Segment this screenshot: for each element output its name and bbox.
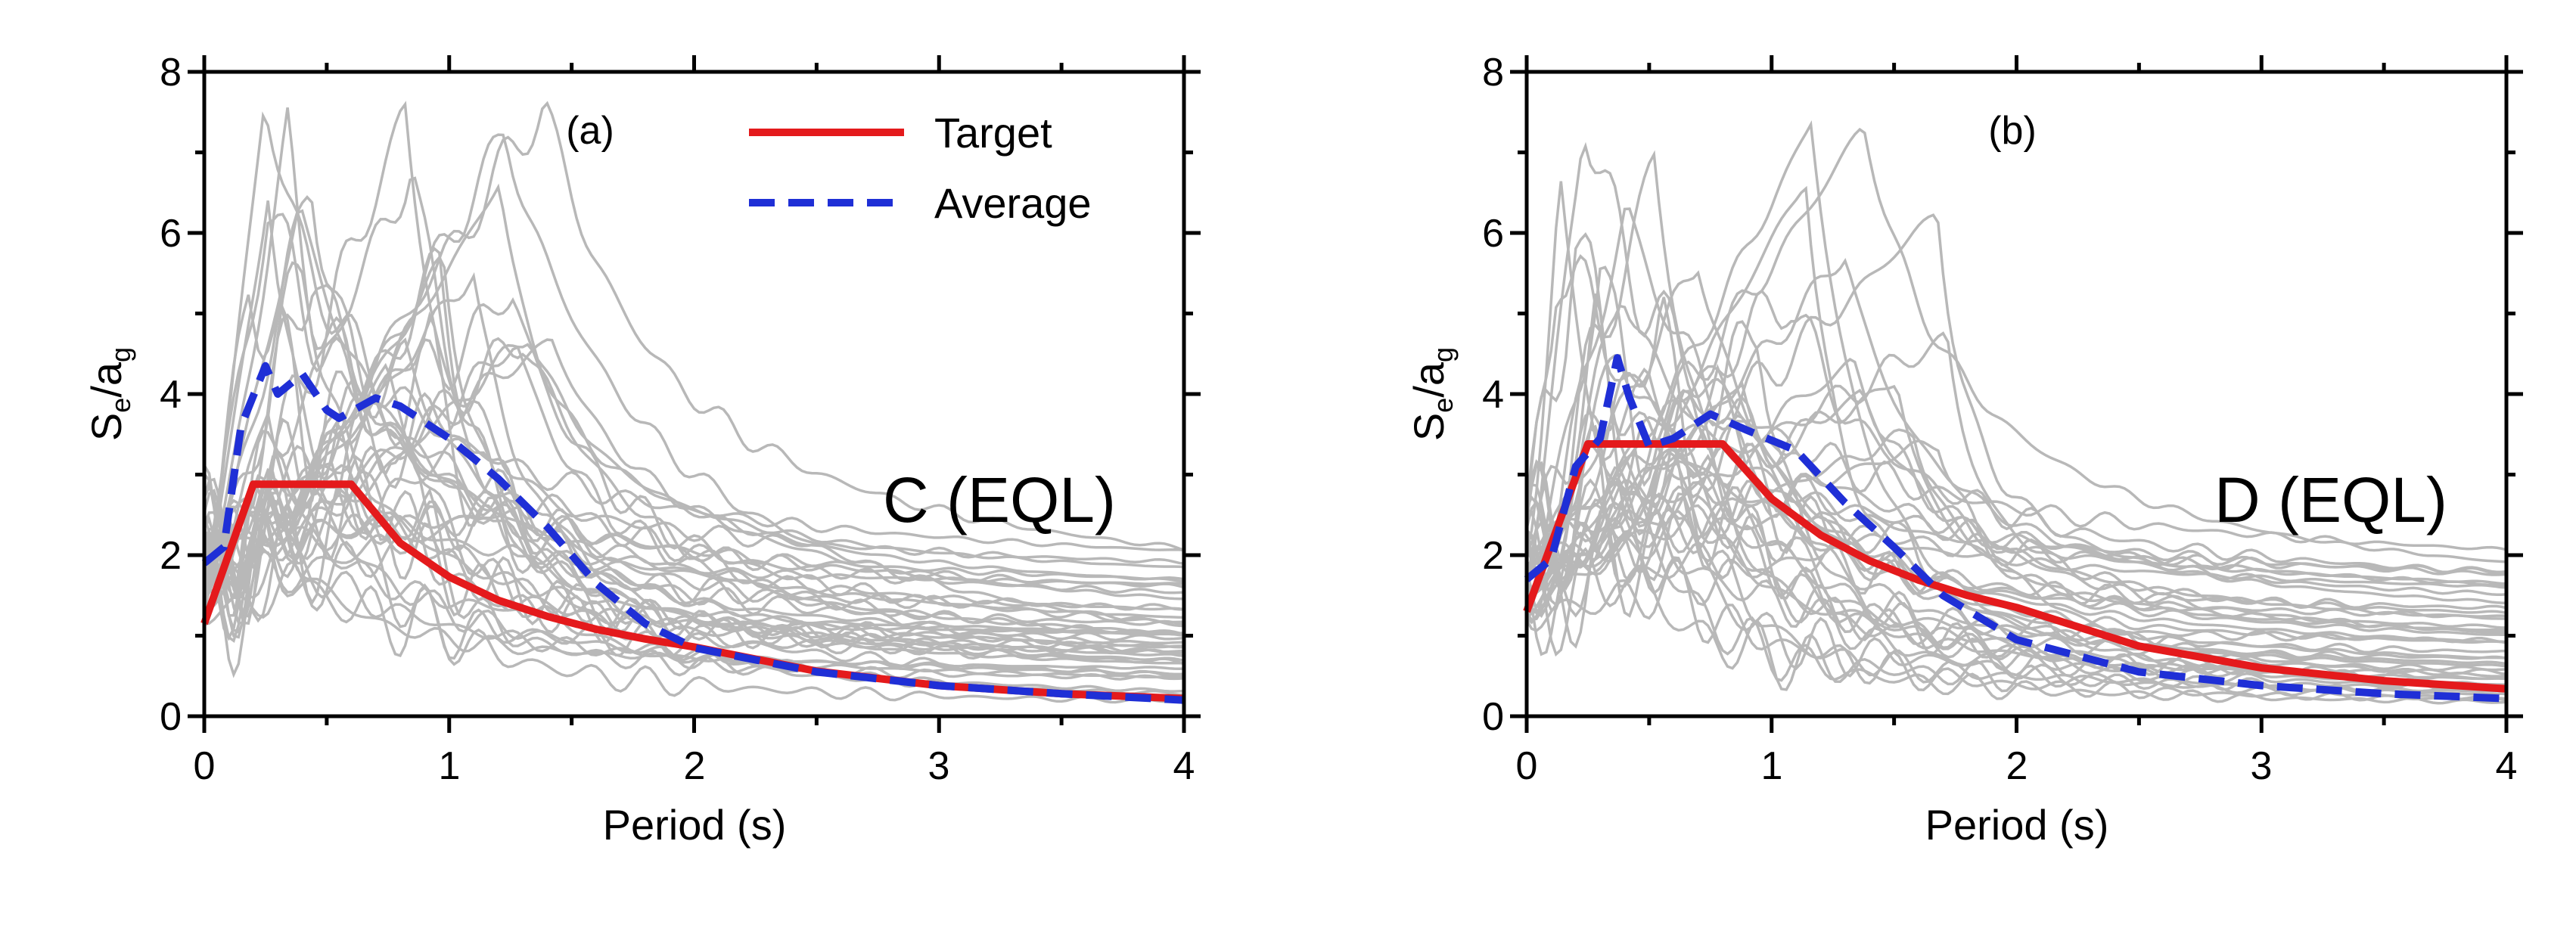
legend: Target Average — [749, 109, 1092, 227]
panel-b-label: (b) — [1988, 109, 2037, 153]
panel-b-x-tick-4: 4 — [2496, 744, 2518, 788]
panel-b-y-tick-6: 6 — [1482, 212, 1504, 256]
panel-a: 0 1 2 3 4 0 2 4 6 8 Period (s) Se/ag (a)… — [82, 51, 1201, 849]
panel-b-x-tick-0: 0 — [1516, 744, 1538, 788]
record-spectrum-line — [203, 473, 1185, 660]
panel-a-y-tick-2: 2 — [160, 534, 182, 578]
panel-b-target-line — [1523, 440, 2507, 693]
record-spectrum-line — [1525, 257, 2507, 604]
record-spectrum-line — [204, 514, 1185, 657]
panel-b-x-axis-title: Period (s) — [1925, 801, 2109, 849]
record-spectrum-line — [203, 296, 1185, 624]
panel-a-x-axis-title: Period (s) — [603, 801, 787, 849]
panel-a-record-spectra — [203, 101, 1185, 704]
record-spectrum-line — [1526, 439, 2506, 678]
panel-a-x-tick-4: 4 — [1173, 744, 1195, 788]
record-spectrum-line — [1525, 354, 2507, 607]
record-spectrum-line — [204, 497, 1185, 679]
record-spectrum-line — [1525, 213, 2507, 596]
record-spectrum-line — [203, 487, 1185, 681]
panel-b-y-tick-0: 0 — [1482, 695, 1504, 739]
record-spectrum-line — [1525, 389, 2507, 637]
record-spectrum-line — [203, 176, 1185, 594]
panel-b-average-line — [1524, 354, 2507, 703]
record-spectrum-line — [1525, 150, 2507, 690]
panel-a-target-line — [200, 480, 1185, 703]
record-spectrum-line — [1525, 141, 2507, 595]
panel-a-x-tick-1: 1 — [439, 744, 461, 788]
record-spectrum-line — [204, 183, 1185, 610]
panel-b-x-tick-3: 3 — [2251, 744, 2273, 788]
panel-b-record-spectra — [1525, 119, 2507, 705]
legend-target-label: Target — [934, 109, 1052, 157]
record-spectrum-line — [1526, 270, 2507, 644]
panel-a-y-tick-6: 6 — [160, 212, 182, 256]
legend-average-label: Average — [934, 179, 1092, 227]
record-spectrum-line — [1525, 418, 2507, 660]
record-spectrum-line — [1525, 231, 2507, 574]
panel-a-ticks — [188, 55, 1201, 733]
record-spectrum-line — [203, 294, 1185, 666]
record-spectrum-line — [203, 455, 1184, 650]
panel-b-site-label: D (EQL) — [2214, 464, 2447, 535]
panel-a-y-tick-0: 0 — [160, 695, 182, 739]
record-spectrum-line — [203, 437, 1185, 627]
record-spectrum-line — [203, 475, 1185, 676]
record-spectrum-line — [1525, 363, 2507, 622]
panel-b-y-tick-4: 4 — [1482, 373, 1504, 417]
record-spectrum-line — [1526, 382, 2507, 668]
panel-a-x-tick-3: 3 — [928, 744, 950, 788]
panel-b: 0 1 2 3 4 0 2 4 6 8 Period (s) Se/ag (b)… — [1405, 51, 2523, 849]
record-spectrum-line — [1525, 410, 2507, 705]
panel-a-label: (a) — [566, 109, 614, 153]
record-spectrum-line — [203, 101, 1185, 663]
record-spectrum-line — [203, 311, 1185, 625]
record-spectrum-line — [203, 467, 1185, 670]
panel-a-site-label: C (EQL) — [883, 464, 1116, 535]
panel-a-x-tick-0: 0 — [194, 744, 216, 788]
panel-a-y-axis-title: Se/ag — [82, 347, 136, 441]
panel-a-y-tick-4: 4 — [160, 373, 182, 417]
panel-a-y-tick-8: 8 — [160, 51, 182, 95]
record-spectrum-line — [204, 461, 1185, 704]
record-spectrum-line — [1526, 331, 2507, 615]
panel-b-y-tick-2: 2 — [1482, 534, 1504, 578]
panel-a-average-line — [201, 362, 1185, 704]
panel-b-ticks — [1510, 55, 2523, 733]
record-spectrum-line — [203, 101, 1185, 581]
panel-b-y-axis-title: Se/ag — [1405, 347, 1459, 441]
record-spectrum-line — [1525, 384, 2506, 629]
panel-a-x-tick-2: 2 — [684, 744, 706, 788]
record-spectrum-line — [203, 133, 1185, 628]
panel-b-x-tick-2: 2 — [2006, 744, 2028, 788]
record-spectrum-line — [203, 213, 1185, 636]
panel-b-x-tick-1: 1 — [1761, 744, 1783, 788]
record-spectrum-line — [1525, 388, 2506, 620]
panel-b-y-tick-8: 8 — [1482, 51, 1504, 95]
record-spectrum-line — [1525, 486, 2506, 654]
